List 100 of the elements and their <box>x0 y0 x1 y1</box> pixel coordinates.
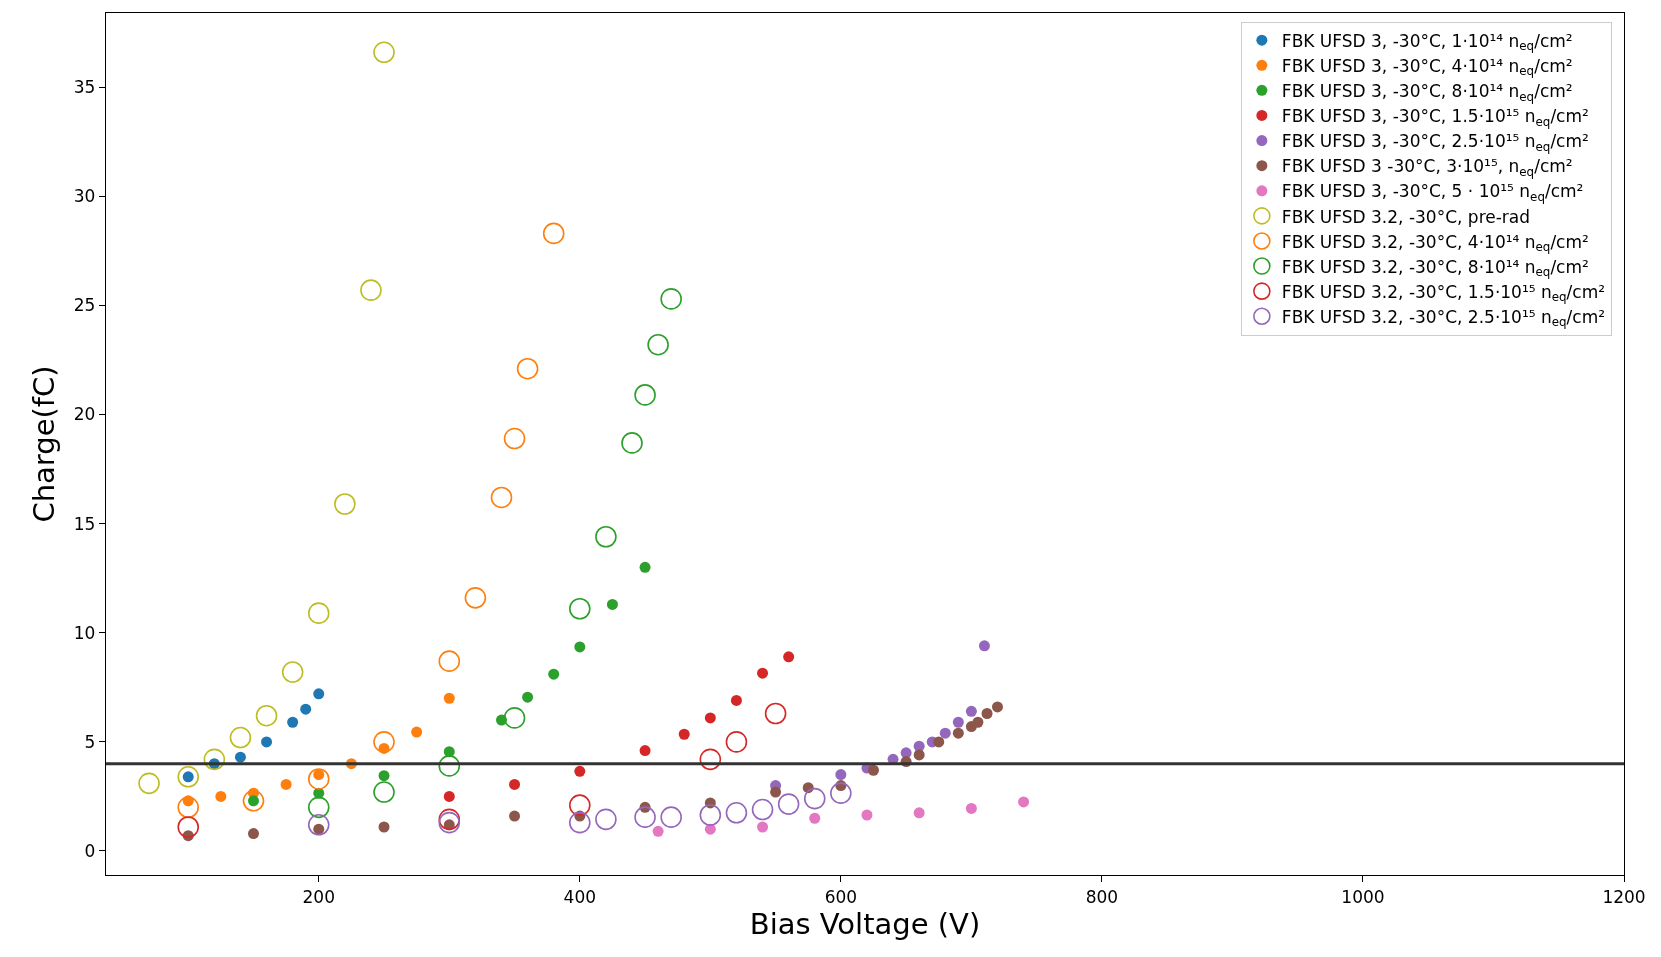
point <box>300 703 312 715</box>
point <box>516 357 539 380</box>
point <box>313 688 325 700</box>
point <box>542 222 565 245</box>
point <box>634 384 656 406</box>
x-tick-label: 400 <box>563 886 597 907</box>
point <box>503 707 526 729</box>
point <box>569 597 591 620</box>
point <box>411 726 423 738</box>
point <box>595 808 617 831</box>
legend-label: FBK UFSD 3.2, -30°C, 8·10¹⁴ n$_{eq}$/cm² <box>1281 256 1589 280</box>
point <box>704 712 716 724</box>
point <box>965 802 977 814</box>
point <box>660 288 682 310</box>
point <box>1018 796 1030 808</box>
point <box>307 768 330 790</box>
point <box>229 726 252 749</box>
point <box>647 333 669 356</box>
point <box>177 766 200 788</box>
point <box>952 716 964 728</box>
x-tick-label: 1000 <box>1341 886 1385 907</box>
point <box>215 790 227 802</box>
point <box>378 821 390 833</box>
point <box>652 825 664 837</box>
point <box>699 804 722 826</box>
y-tick-label: 35 <box>73 77 96 98</box>
point <box>660 806 682 828</box>
point <box>378 770 390 782</box>
point <box>242 790 265 812</box>
point <box>991 701 1003 713</box>
point <box>965 705 977 717</box>
point <box>287 716 299 728</box>
point <box>606 598 618 610</box>
x-tick-label: 1200 <box>1602 886 1646 907</box>
point <box>307 602 330 624</box>
point <box>757 667 769 679</box>
point <box>751 798 774 821</box>
point <box>595 525 617 548</box>
y-tick-label: 0 <box>84 840 96 861</box>
point <box>360 279 382 301</box>
point <box>443 692 455 704</box>
point <box>177 796 200 819</box>
legend-label: FBK UFSD 3, -30°C, 2.5·10¹⁵ n$_{eq}$/cm² <box>1281 131 1589 154</box>
point <box>569 811 591 834</box>
point <box>438 755 461 777</box>
x-tick-label: 600 <box>824 886 858 907</box>
y-tick-label: 5 <box>84 731 96 752</box>
point <box>952 727 964 739</box>
point <box>569 794 591 816</box>
point <box>933 736 945 748</box>
point <box>334 493 356 515</box>
point <box>830 782 852 804</box>
legend-label: FBK UFSD 3 -30°C, 3·10¹⁵, n$_{eq}$/cm² <box>1281 156 1573 179</box>
point <box>639 745 651 757</box>
point <box>835 769 847 781</box>
point <box>699 748 722 771</box>
point <box>373 781 395 803</box>
point <box>503 427 526 450</box>
point <box>307 796 330 819</box>
point <box>574 765 586 777</box>
point <box>177 816 200 838</box>
point <box>280 778 292 790</box>
point <box>913 807 925 819</box>
x-tick-label: 200 <box>302 886 335 907</box>
y-tick-label: 25 <box>73 295 96 316</box>
point <box>939 727 951 739</box>
point <box>373 731 395 753</box>
point <box>255 704 278 727</box>
point <box>261 736 273 748</box>
point <box>438 650 461 672</box>
legend-label: FBK UFSD 3, -30°C, 5 · 10¹⁵ n$_{eq}$/cm² <box>1281 181 1584 204</box>
point <box>777 793 800 815</box>
point <box>522 691 534 703</box>
point <box>373 41 395 64</box>
point <box>548 668 560 680</box>
point <box>913 749 925 761</box>
x-axis-title: Bias Voltage (V) <box>749 907 981 942</box>
legend-label: FBK UFSD 3.2, -30°C, 1.5·10¹⁵ n$_{eq}$/cm² <box>1281 281 1606 305</box>
legend-label: FBK UFSD 3, -30°C, 8·10¹⁴ n$_{eq}$/cm² <box>1281 81 1573 104</box>
point <box>725 802 748 824</box>
y-tick-label: 20 <box>73 404 96 425</box>
point <box>443 790 455 802</box>
legend-label: FBK UFSD 3, -30°C, 1.5·10¹⁵ n$_{eq}$/cm² <box>1281 106 1589 129</box>
point <box>978 640 990 652</box>
point <box>730 694 742 706</box>
point <box>867 764 879 776</box>
point <box>981 708 993 720</box>
point <box>307 814 330 836</box>
point <box>678 728 690 740</box>
x-tick-label: 800 <box>1085 886 1119 907</box>
point <box>490 486 513 509</box>
point <box>639 561 651 573</box>
y-axis-title: Charge(fC) <box>27 365 62 523</box>
y-tick-label: 10 <box>73 622 96 643</box>
legend-label: FBK UFSD 3, -30°C, 1·10¹⁴ n$_{eq}$/cm² <box>1281 30 1573 54</box>
point <box>247 828 259 840</box>
point <box>783 651 795 663</box>
point <box>464 587 487 609</box>
point <box>203 748 226 771</box>
point <box>803 787 826 810</box>
